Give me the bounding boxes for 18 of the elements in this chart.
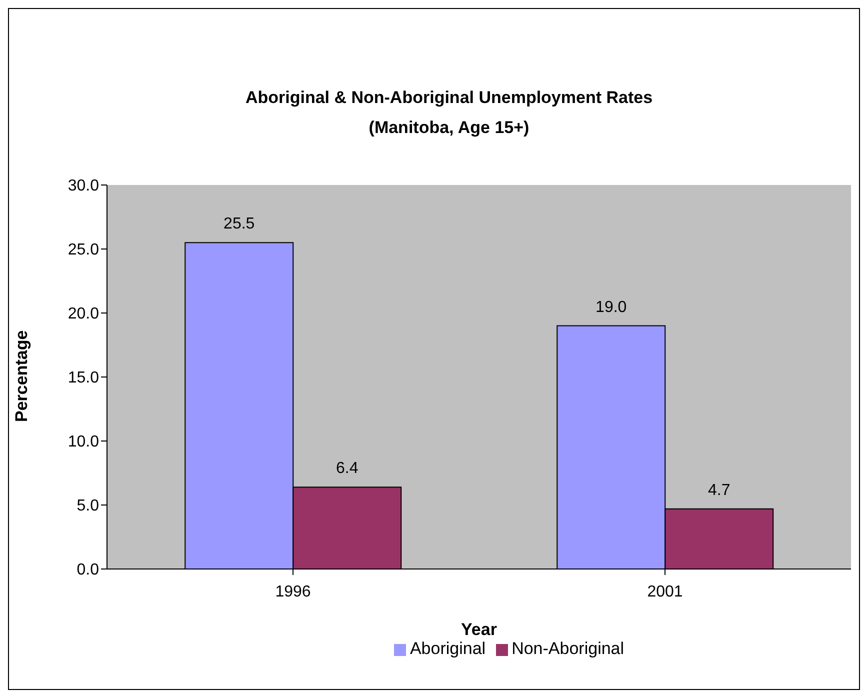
x-tick-label: 2001: [647, 583, 683, 600]
chart-title: Aboriginal & Non-Aboriginal Unemployment Rates (Manitoba, Age 15+): [244, 87, 654, 139]
data-label: 6.4: [336, 460, 358, 478]
y-tick-label: 15.0: [68, 370, 100, 387]
y-tick-label: 30.0: [68, 178, 100, 195]
data-label: 25.5: [224, 216, 255, 233]
y-tick-label: 10.0: [68, 434, 100, 451]
legend-label: Non-Aboriginal: [512, 639, 624, 658]
y-tick-label: 20.0: [68, 306, 100, 323]
y-tick-label: 0.0: [76, 562, 100, 579]
data-label: 4.7: [708, 482, 730, 499]
y-tick-label: 25.0: [68, 242, 100, 259]
data-label: 19.0: [596, 298, 627, 316]
y-tick-label: 5.0: [76, 498, 100, 515]
x-tick-label: 1996: [275, 583, 311, 600]
legend-label: Aboriginal: [410, 639, 486, 658]
y-axis-title: Percentage: [12, 330, 32, 422]
x-axis-title: Year: [461, 620, 498, 639]
